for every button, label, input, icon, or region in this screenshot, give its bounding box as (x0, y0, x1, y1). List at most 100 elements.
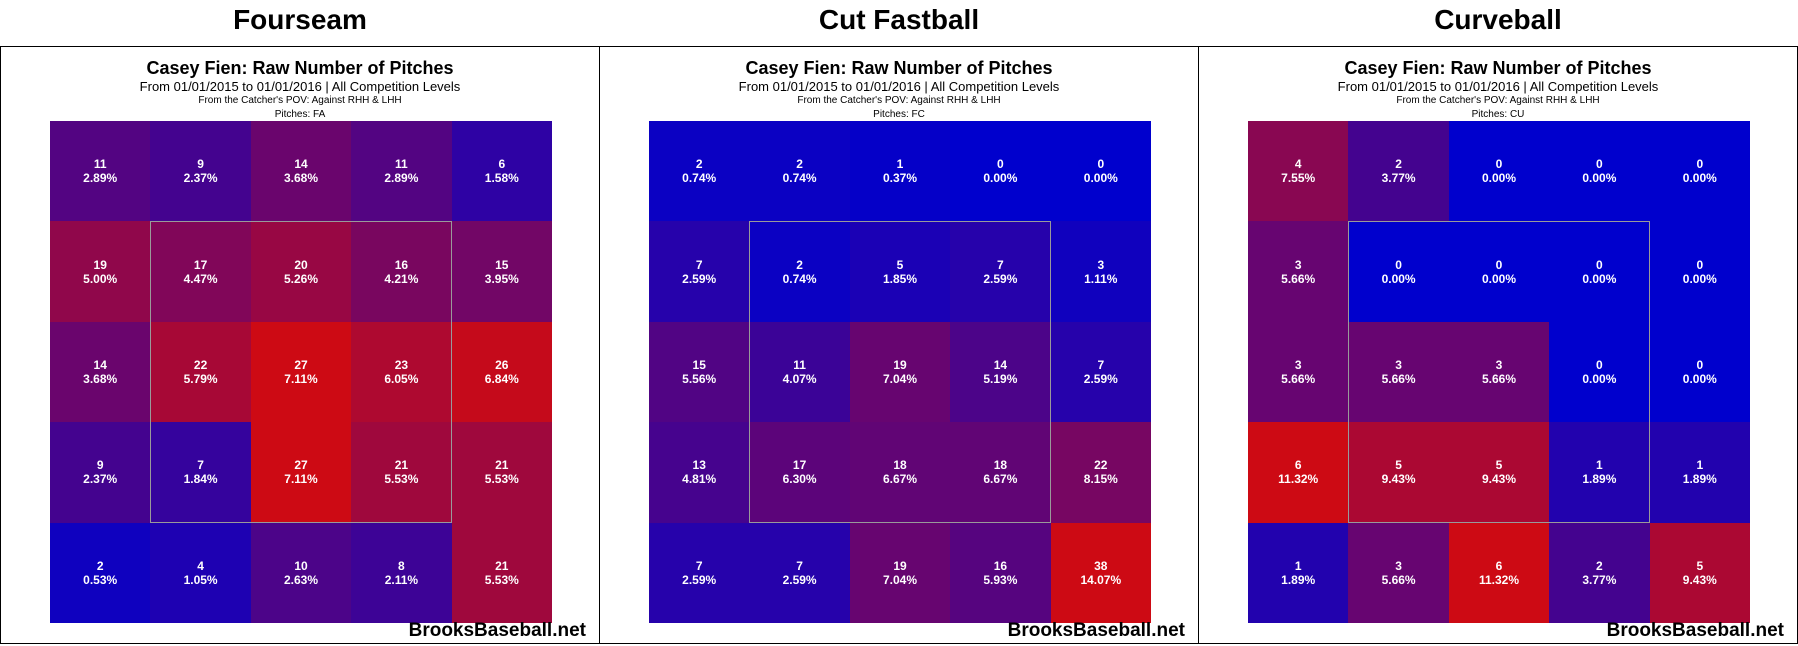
heatmap-cell: 2 0.74% (749, 221, 850, 322)
cell-count: 1 (1696, 458, 1704, 473)
chart-date-range: From 01/01/2015 to 01/01/2016 | All Comp… (139, 79, 461, 94)
chart-title: Casey Fien: Raw Number of Pitches (146, 58, 454, 78)
cell-percent: 1.89% (1582, 472, 1617, 487)
heatmap-cell: 7 2.59% (649, 221, 750, 322)
cell-percent: 8.15% (1083, 472, 1118, 487)
cell-count: 7 (197, 458, 204, 473)
cell-count: 7 (1097, 357, 1105, 372)
heatmap-cell: 3 5.66% (1348, 522, 1449, 623)
cell-percent: 5.66% (1281, 371, 1316, 386)
chart-panel-curveball: Casey Fien: Raw Number of Pitches From 0… (1198, 46, 1798, 644)
heatmap-cell: 0 0.00% (1448, 121, 1550, 222)
chart-date-range: From 01/01/2015 to 01/01/2016 | All Comp… (738, 79, 1060, 94)
heatmap-cell: 22 5.79% (150, 321, 251, 423)
heatmap-cell: 5 9.43% (1348, 422, 1449, 523)
heatmap-cell: 22 8.15% (1050, 422, 1151, 523)
cell-percent: 0.00% (1682, 371, 1717, 386)
cell-percent: 0.74% (782, 271, 817, 286)
heatmap-cell: 9 2.37% (150, 121, 251, 222)
cell-count: 7 (695, 257, 703, 272)
cell-percent: 5.26% (283, 271, 318, 286)
cell-percent: 2.59% (782, 572, 817, 587)
heatmap-cell: 10 2.63% (250, 522, 352, 623)
heatmap-cell: 1 1.89% (1549, 422, 1650, 523)
heatmap-cell: 16 5.93% (950, 522, 1051, 623)
heatmap-cell: 7 2.59% (749, 522, 850, 623)
cell-count: 16 (993, 558, 1008, 573)
cell-count: 1 (1596, 458, 1603, 473)
cell-percent: 1.11% (1084, 271, 1118, 286)
cell-count: 4 (197, 558, 204, 573)
cell-count: 1 (896, 157, 904, 172)
cell-count: 18 (893, 458, 907, 473)
panel-header-cut-fastball: Cut Fastball (818, 4, 980, 35)
heatmap-cell: 6 11.32% (1448, 522, 1550, 623)
cell-count: 0 (997, 157, 1004, 172)
heatmap-cell: 4 7.55% (1248, 121, 1349, 222)
cell-percent: 5.00% (83, 271, 118, 286)
cell-count: 15 (692, 357, 706, 372)
cell-count: 13 (692, 458, 706, 473)
cell-percent: 2.63% (283, 572, 318, 587)
cell-count: 2 (695, 157, 703, 172)
cell-percent: 1.05% (183, 572, 218, 587)
cell-percent: 0.00% (1682, 171, 1717, 186)
cell-count: 14 (993, 357, 1008, 372)
cell-count: 3 (1495, 357, 1503, 372)
cell-count: 6 (498, 157, 506, 172)
heatmap-cell: 0 0.00% (1549, 121, 1650, 222)
cell-count: 19 (93, 257, 107, 272)
heatmap-cell: 0 0.00% (1549, 221, 1650, 322)
heatmap-cell: 21 5.53% (451, 422, 552, 523)
cell-percent: 5.53% (484, 472, 519, 487)
cell-percent: 7.11% (284, 371, 318, 386)
heatmap-cell: 0 0.00% (1348, 221, 1449, 322)
cell-percent: 5.79% (183, 371, 218, 386)
chart-pov-note: From the Catcher's POV: Against RHH & LH… (198, 95, 402, 106)
cell-count: 11 (395, 157, 408, 172)
watermark: BrooksBaseball.net (1606, 620, 1784, 641)
heatmap-cell: 0 0.00% (1050, 121, 1151, 222)
cell-count: 14 (294, 157, 308, 172)
cell-count: 8 (398, 558, 405, 573)
cell-percent: 11.32% (1478, 572, 1520, 587)
heatmap-cell: 8 2.11% (351, 522, 452, 623)
watermark: BrooksBaseball.net (408, 620, 586, 641)
cell-percent: 0.74% (782, 171, 817, 186)
cell-count: 2 (96, 558, 104, 573)
heatmap-cell: 6 11.32% (1248, 422, 1349, 523)
cell-count: 9 (96, 458, 104, 473)
cell-percent: 2.59% (682, 271, 717, 286)
cell-percent: 0.74% (682, 171, 717, 186)
cell-percent: 1.89% (1682, 472, 1717, 487)
cell-percent: 3.68% (283, 171, 318, 186)
cell-percent: 5.19% (983, 371, 1018, 386)
heatmap-cell: 21 5.53% (451, 522, 552, 623)
cell-percent: 5.66% (1281, 271, 1316, 286)
cell-percent: 5.53% (484, 572, 519, 587)
cell-percent: 4.07% (782, 371, 817, 386)
cell-percent: 2.37% (183, 171, 218, 186)
cell-percent: 2.59% (682, 572, 717, 587)
cell-count: 19 (893, 558, 907, 573)
heatmap-cell: 0 0.00% (950, 121, 1051, 222)
chart-pov-note: From the Catcher's POV: Against RHH & LH… (797, 95, 1001, 106)
cell-count: 3 (1294, 257, 1302, 272)
cell-percent: 1.58% (484, 171, 519, 186)
cell-count: 15 (495, 257, 509, 272)
heatmap-cell: 5 9.43% (1448, 422, 1550, 523)
cell-percent: 3.95% (484, 271, 519, 286)
cell-count: 2 (796, 257, 803, 272)
cell-count: 27 (294, 458, 308, 473)
heatmap-cell: 0 0.00% (1649, 321, 1750, 423)
cell-percent: 5.66% (1381, 371, 1416, 386)
heatmap-cell: 14 3.68% (250, 121, 352, 222)
heatmap-cell: 6 1.58% (451, 121, 552, 222)
heatmap-cell: 18 6.67% (950, 422, 1051, 523)
cell-count: 0 (1696, 157, 1704, 172)
cell-percent: 5.53% (384, 472, 419, 487)
cell-percent: 3.68% (83, 371, 118, 386)
cell-count: 0 (1495, 157, 1503, 172)
cell-percent: 0.00% (1582, 171, 1617, 186)
heatmap-cell: 2 3.77% (1549, 522, 1650, 623)
